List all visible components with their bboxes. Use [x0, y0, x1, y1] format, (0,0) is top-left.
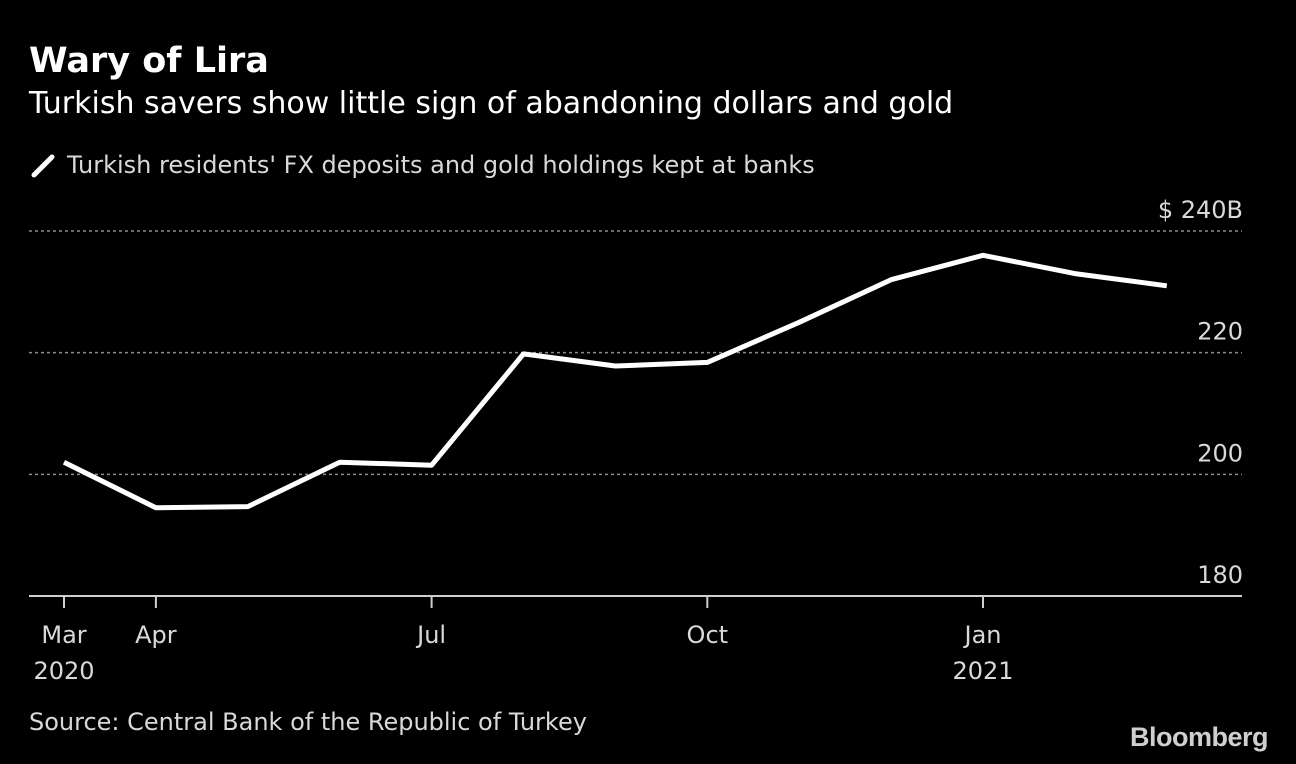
legend-label: Turkish residents' FX deposits and gold …: [67, 151, 815, 179]
x-tick-label: Jan: [963, 621, 1002, 649]
y-tick-label: 220: [1197, 318, 1243, 346]
y-tick-label: $ 240B: [1158, 196, 1243, 224]
legend: Turkish residents' FX deposits and gold …: [29, 151, 815, 180]
series-line: [62, 252, 1168, 511]
bloomberg-logo: Bloomberg: [1129, 722, 1269, 752]
x-tick-label: Oct: [687, 621, 729, 649]
legend-line-icon: [31, 154, 55, 178]
chart-title: Wary of Lira: [29, 41, 269, 81]
y-tick-label: 200: [1197, 439, 1243, 467]
x-tick-label: Jul: [415, 621, 446, 649]
x-tick-sublabel: 2021: [952, 657, 1013, 685]
source-note: Source: Central Bank of the Republic of …: [29, 708, 587, 736]
x-tick-label: Apr: [135, 621, 177, 649]
y-tick-label: 180: [1197, 561, 1243, 589]
chart-subtitle: Turkish savers show little sign of aband…: [29, 86, 954, 121]
x-tick-label: Mar: [41, 621, 86, 649]
x-tick-sublabel: 2020: [33, 657, 94, 685]
